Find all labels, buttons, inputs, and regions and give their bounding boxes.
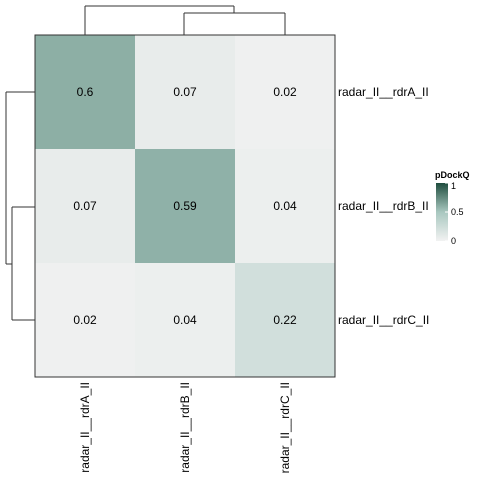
heatmap-cells (35, 35, 335, 377)
legend-color-bar (436, 183, 448, 241)
column-labels: radar_II__rdrA_II radar_II__rdrB_II radar_… (78, 382, 292, 473)
heatmap-cell (35, 149, 135, 263)
cell-value-label: 0.02 (73, 313, 97, 327)
column-label: radar_II__rdrC_II (278, 382, 292, 473)
heatmap-cell (135, 263, 235, 377)
legend-tick-label: 1 (451, 181, 456, 191)
legend-tick-label: 0.5 (451, 207, 464, 217)
heatmap-cell-labels: 0.6 0.07 0.02 0.07 0.59 0.04 0.02 0.04 0.22 (73, 85, 297, 327)
cell-value-label: 0.04 (273, 199, 297, 213)
column-label: radar_II__rdrB_II (178, 382, 192, 473)
color-legend: pDockQ 10.50 (435, 170, 470, 246)
cell-value-label: 0.6 (77, 85, 94, 99)
row-dendrogram (5, 91, 35, 321)
cell-value-label: 0.07 (73, 199, 97, 213)
column-label: radar_II__rdrA_II (78, 382, 92, 473)
heatmap-frame (34, 34, 336, 378)
legend-tick-label: 0 (451, 236, 456, 246)
legend-title: pDockQ (435, 170, 470, 180)
heatmap-cell (135, 149, 235, 263)
cell-value-label: 0.04 (173, 313, 197, 327)
heatmap-cell (35, 263, 135, 377)
row-label: radar_II__rdrA_II (338, 85, 429, 99)
heatmap-cell (135, 35, 235, 149)
column-dendrogram (84, 5, 286, 35)
cell-value-label: 0.07 (173, 85, 197, 99)
row-label: radar_II__rdrC_II (338, 313, 429, 327)
cell-value-label: 0.02 (273, 85, 297, 99)
row-label: radar_II__rdrB_II (338, 199, 429, 213)
heatmap-cell (235, 263, 335, 377)
row-labels: radar_II__rdrA_II radar_II__rdrB_II radar_… (338, 85, 429, 327)
legend-ticks: 10.50 (445, 181, 464, 246)
cell-value-label: 0.59 (173, 199, 197, 213)
heatmap-cell (35, 35, 135, 149)
cell-value-label: 0.22 (273, 313, 297, 327)
heatmap-cell (235, 35, 335, 149)
heatmap-cell (235, 149, 335, 263)
